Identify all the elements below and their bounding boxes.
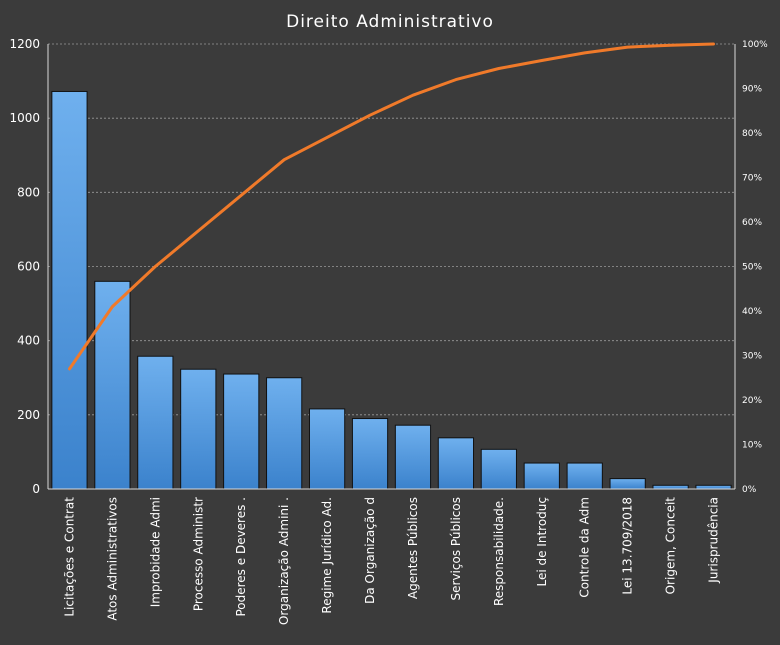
y-right-tick-label: 40% [742, 307, 762, 317]
y-left-tick-label: 1000 [9, 111, 40, 125]
bar [51, 90, 88, 490]
y-right-tick-label: 20% [742, 396, 762, 406]
x-tick-label: Poderes e Deveres . [234, 497, 248, 617]
bar [652, 484, 689, 490]
y-left-tick-label: 0 [32, 482, 40, 496]
bar [94, 280, 131, 490]
x-tick-label: Improbidade Admi [148, 497, 162, 607]
y-left-tick-label: 600 [17, 260, 40, 274]
cumulative-line-path [68, 42, 715, 371]
x-axis-ticks: Licitações e Contrat Atos Administrativos… [62, 497, 720, 625]
x-tick-label: Atos Administrativos [105, 497, 119, 621]
bar [695, 484, 732, 490]
y-axis-right-ticks: 0% 10% 20% 30% 40% 50% 60% 70% 80% 90% 100% [742, 40, 768, 495]
y-right-tick-label: 60% [742, 218, 762, 228]
x-tick-label: Serviços Públicos [449, 497, 463, 600]
axes [47, 44, 736, 490]
y-left-tick-label: 1200 [9, 37, 40, 51]
y-right-tick-label: 80% [742, 129, 762, 139]
x-tick-label: Lei de Introduç [535, 497, 549, 587]
x-tick-label: Origem, Conceit [664, 497, 678, 595]
bar-series [51, 90, 732, 490]
y-right-tick-label: 10% [742, 441, 762, 451]
y-right-tick-label: 50% [742, 263, 762, 273]
bar [480, 448, 517, 490]
chart-title: Direito Administrativo [286, 12, 494, 32]
y-right-tick-label: 0% [742, 485, 757, 495]
bar [308, 408, 346, 490]
x-tick-label: Regime Jurídico Ad. [320, 497, 334, 614]
bar [137, 355, 174, 490]
cumulative-line [68, 42, 715, 371]
bar [523, 462, 560, 490]
y-right-tick-label: 30% [742, 352, 762, 362]
y-left-tick-label: 400 [17, 334, 40, 348]
x-tick-label: Controle da Adm [578, 497, 592, 598]
y-right-tick-label: 100% [742, 40, 768, 50]
x-tick-label: Da Organização d [363, 497, 377, 604]
y-right-tick-label: 90% [742, 85, 762, 95]
x-tick-label: Lei 13.709/2018 [621, 497, 635, 595]
y-right-tick-label: 70% [742, 174, 762, 184]
x-tick-label: Responsabilidade. [492, 497, 506, 606]
bar [437, 437, 475, 490]
x-tick-label: Jurisprudência [707, 497, 721, 584]
grid-lines [48, 43, 735, 416]
y-left-tick-label: 800 [17, 185, 40, 199]
bar [351, 418, 389, 490]
bar [566, 462, 603, 490]
bar [394, 424, 432, 490]
bar [609, 478, 646, 490]
x-tick-label: Organização Admini . [277, 497, 291, 625]
y-left-tick-label: 200 [17, 408, 40, 422]
x-tick-label: Processo Administr [191, 497, 205, 611]
bar [266, 377, 303, 490]
y-axis-left-ticks: 0 200 400 600 800 1000 1200 [9, 37, 40, 496]
bar [180, 368, 217, 490]
x-tick-label: Licitações e Contrat [62, 497, 76, 617]
x-tick-label: Agentes Públicos [406, 497, 420, 599]
bar [223, 373, 260, 490]
